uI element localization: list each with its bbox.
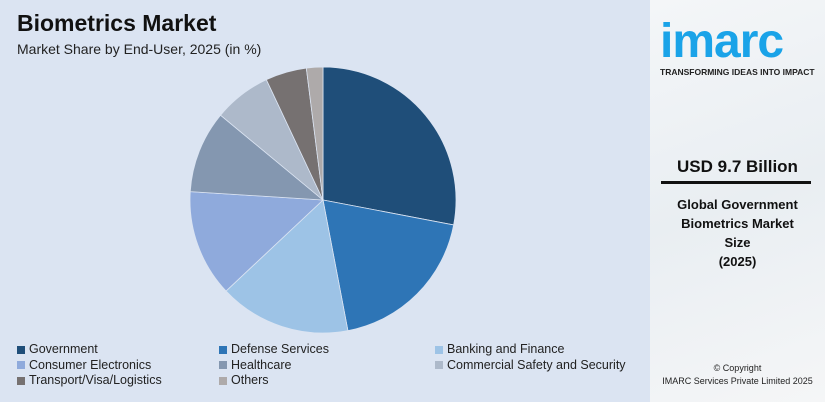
legend-label: Transport/Visa/Logistics [29, 373, 162, 388]
pie-chart [189, 66, 457, 334]
legend-swatch [219, 345, 227, 354]
company-name: IMARC Services Private Limited 2025 [662, 376, 813, 386]
divider [661, 181, 811, 184]
legend-item: Defense Services [219, 342, 435, 358]
desc-line: Biometrics Market [681, 216, 794, 231]
legend-swatch [17, 345, 25, 354]
legend-swatch [219, 376, 227, 385]
chart-panel: Biometrics Market Market Share by End-Us… [0, 0, 650, 402]
legend: Government Defense Services Banking and Fi… [17, 342, 647, 389]
legend-item: Government [17, 342, 219, 358]
desc-line: (2025) [718, 254, 757, 269]
pie-slice-healthcare [189, 114, 325, 201]
legend-swatch [17, 361, 25, 370]
info-panel: imarc TRANSFORMING IDEAS INTO IMPACT USD… [650, 0, 825, 402]
pie-slice-defense-services [322, 199, 455, 332]
desc-line: Size [724, 235, 751, 250]
legend-item: Healthcare [219, 358, 435, 374]
legend-item: Transport/Visa/Logistics [17, 373, 219, 389]
legend-label: Consumer Electronics [29, 357, 152, 372]
copyright-label: © Copyright [713, 363, 762, 373]
market-size: USD 9.7 Billion [677, 157, 798, 176]
legend-label: Defense Services [231, 342, 329, 357]
chart-subtitle: Market Share by End-User, 2025 (in %) [17, 41, 262, 57]
legend-item: Commercial Safety and Security [435, 358, 647, 374]
legend-item: Consumer Electronics [17, 358, 219, 374]
legend-label: Commercial Safety and Security [447, 357, 626, 372]
legend-swatch [219, 361, 227, 370]
imarc-logo: imarc [660, 15, 784, 68]
tagline: TRANSFORMING IDEAS INTO IMPACT [660, 67, 815, 77]
chart-title: Biometrics Market [17, 10, 217, 36]
legend-label: Banking and Finance [447, 342, 565, 357]
legend-swatch [435, 361, 443, 370]
pie-slice-others [305, 66, 324, 201]
legend-item: Others [219, 373, 435, 389]
pie-slice-banking-and-finance [225, 199, 349, 334]
market-description: Global Government Biometrics Market Size… [650, 195, 825, 271]
legend-label: Healthcare [231, 357, 292, 372]
legend-label: Government [29, 342, 98, 357]
legend-item: Banking and Finance [435, 342, 647, 358]
desc-line: Global Government [677, 197, 798, 212]
legend-label: Others [231, 373, 269, 388]
legend-swatch [17, 376, 25, 385]
pie-slice-government [322, 66, 457, 226]
pie-slice-consumer-electronics [189, 191, 324, 292]
legend-swatch [435, 345, 443, 354]
copyright: © Copyright IMARC Services Private Limit… [650, 362, 825, 388]
